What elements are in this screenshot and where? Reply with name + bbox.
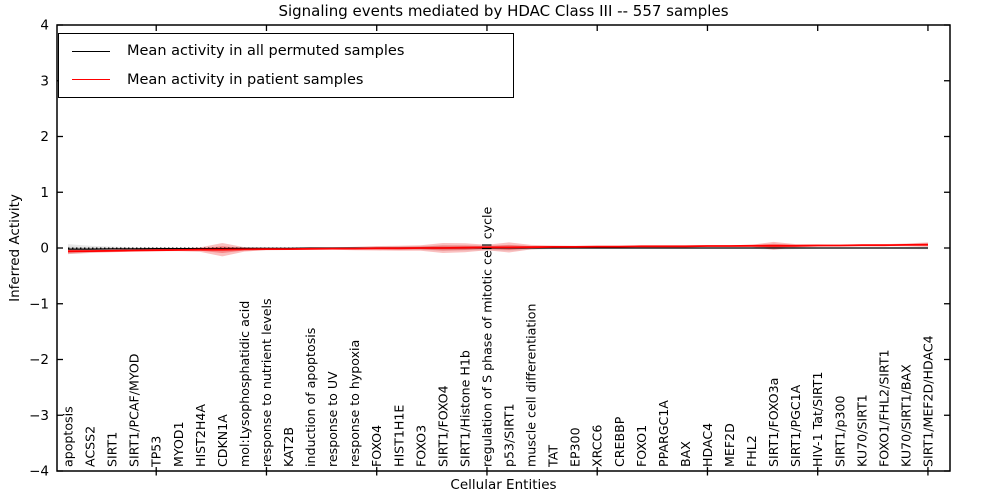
x-category-label: apoptosis xyxy=(61,406,76,467)
y-tick-label: 0 xyxy=(40,241,49,257)
x-axis-label: Cellular Entities xyxy=(450,477,557,493)
x-category-label: ACSS2 xyxy=(83,426,98,467)
x-category-label: TP53 xyxy=(149,436,164,468)
x-category-label: SIRT1/PGC1A xyxy=(788,384,803,467)
x-category-label: TAT xyxy=(546,445,561,468)
x-category-label: FOXO3 xyxy=(413,425,428,467)
y-tick-label: −4 xyxy=(29,464,49,480)
x-category-label: p53/SIRT1 xyxy=(502,403,517,467)
legend-label-patient: Mean activity in patient samples xyxy=(127,71,364,88)
y-tick-label: −3 xyxy=(29,408,49,424)
x-category-label: muscle cell differentiation xyxy=(524,304,539,468)
permuted-line-swatch xyxy=(72,50,110,52)
y-tick-label: 3 xyxy=(40,73,49,89)
x-category-label: mol:Lysophosphatidic acid xyxy=(237,301,252,467)
legend: Mean activity in all permuted samples Me… xyxy=(58,33,514,98)
y-tick-label: 2 xyxy=(40,129,49,145)
x-category-label: MEF2D xyxy=(722,423,737,467)
legend-label-permuted: Mean activity in all permuted samples xyxy=(127,43,405,60)
y-axis-label: Inferred Activity xyxy=(7,194,23,302)
x-category-label: FOXO1 xyxy=(634,425,649,467)
x-category-label: response to nutrient levels xyxy=(259,298,274,467)
y-tick-label: −2 xyxy=(29,352,49,368)
x-category-label: SIRT1/p300 xyxy=(832,395,847,467)
x-category-label: HDAC4 xyxy=(700,423,715,467)
x-category-label: XRCC6 xyxy=(590,425,605,467)
x-category-label: response to hypoxia xyxy=(347,340,362,467)
x-category-label: HIST1H1E xyxy=(391,405,406,467)
y-tick-label: −1 xyxy=(29,296,49,312)
x-category-label: HIST2H4A xyxy=(193,404,208,467)
x-category-label: KU70/SIRT1 xyxy=(854,394,869,467)
legend-item-permuted: Mean activity in all permuted samples xyxy=(59,43,513,59)
x-category-label: induction of apoptosis xyxy=(303,328,318,467)
x-category-label: FOXO4 xyxy=(369,425,384,467)
x-category-label: KAT2B xyxy=(281,427,296,467)
y-tick-label: 4 xyxy=(40,18,49,34)
x-category-label: MYOD1 xyxy=(171,422,186,468)
x-category-label: EP300 xyxy=(568,427,583,467)
x-category-label: PPARGC1A xyxy=(656,400,671,467)
x-category-label: SIRT1/FOXO3a xyxy=(766,378,781,467)
x-category-label: SIRT1/MEF2D/HDAC4 xyxy=(920,335,935,467)
x-category-label: regulation of S phase of mitotic cell cy… xyxy=(479,206,494,467)
y-tick-label: 1 xyxy=(40,185,49,201)
violin-band-permuted xyxy=(68,244,928,255)
x-category-label: CREBBP xyxy=(612,416,627,467)
legend-item-patient: Mean activity in patient samples xyxy=(59,72,513,88)
chart-title: Signaling events mediated by HDAC Class … xyxy=(278,2,729,20)
x-category-label: FOXO1/FHL2/SIRT1 xyxy=(876,349,891,467)
x-category-label: KU70/SIRT1/BAX xyxy=(898,364,913,467)
x-category-label: SIRT1/Histone H1b xyxy=(457,350,472,467)
x-category-label: response to UV xyxy=(325,371,340,467)
x-category-label: SIRT1/FOXO4 xyxy=(435,385,450,467)
patient-line-swatch xyxy=(72,79,110,81)
patient-mean-line xyxy=(67,243,929,253)
x-category-label: SIRT1/PCAF/MYOD xyxy=(127,354,142,467)
x-category-label: HIV-1 Tat/SIRT1 xyxy=(810,372,825,467)
x-category-label: FHL2 xyxy=(744,435,759,467)
x-category-label: BAX xyxy=(678,441,693,467)
x-category-label: SIRT1 xyxy=(105,432,120,467)
x-category-label: CDKN1A xyxy=(215,414,230,467)
